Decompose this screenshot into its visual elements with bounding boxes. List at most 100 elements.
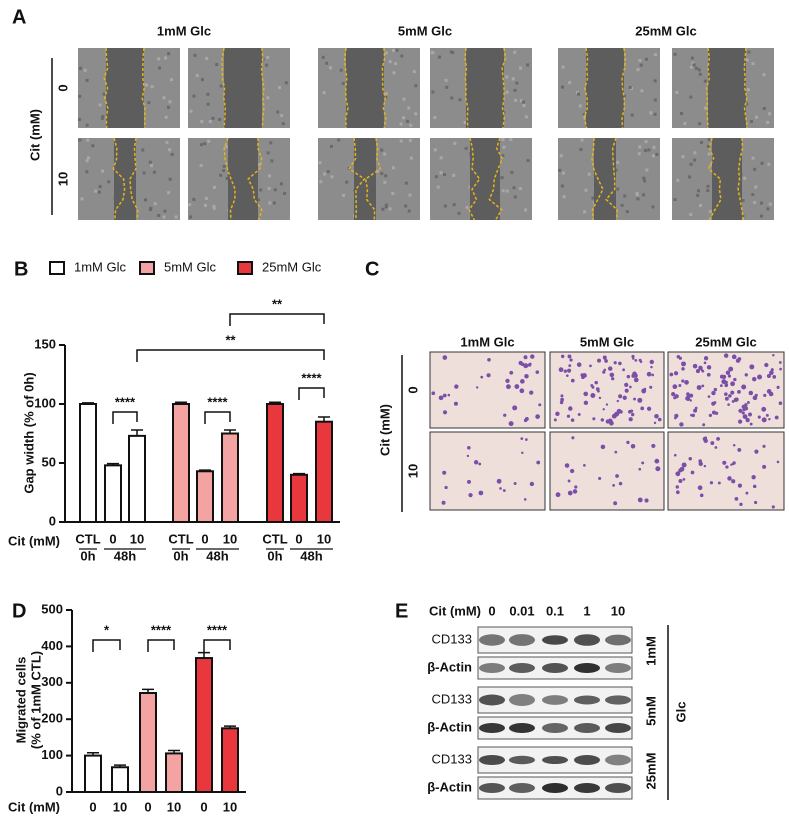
stained-cell xyxy=(480,375,484,379)
stained-cell xyxy=(576,362,582,367)
texture xyxy=(319,180,323,184)
stained-cell xyxy=(752,484,757,489)
stained-cell xyxy=(555,411,560,417)
band xyxy=(479,694,505,706)
x-tick-label: 0 xyxy=(89,799,96,814)
texture xyxy=(706,144,710,148)
texture xyxy=(164,115,168,119)
stained-cell xyxy=(592,417,596,421)
micrograph xyxy=(667,431,785,511)
texture xyxy=(326,170,330,174)
x-tick-label: 10 xyxy=(223,531,237,546)
stained-cell xyxy=(475,386,479,389)
texture xyxy=(384,174,388,178)
stained-cell xyxy=(690,470,695,475)
stained-cell xyxy=(602,408,605,411)
texture xyxy=(224,145,228,149)
stained-cell xyxy=(702,423,706,427)
stained-cell xyxy=(558,367,564,373)
stained-cell xyxy=(751,376,757,382)
texture xyxy=(200,78,204,82)
texture xyxy=(212,185,216,189)
stained-cell xyxy=(521,451,524,455)
stained-cell xyxy=(732,461,736,465)
stained-cell xyxy=(703,464,707,468)
stained-cell xyxy=(738,408,743,413)
stained-cell xyxy=(600,418,605,422)
stained-cell xyxy=(754,393,758,397)
texture xyxy=(580,138,584,142)
texture xyxy=(578,104,582,108)
texture xyxy=(384,51,388,55)
stained-cell xyxy=(574,485,578,489)
band xyxy=(542,755,568,765)
texture xyxy=(450,96,454,100)
stained-cell xyxy=(560,394,564,398)
stained-cell xyxy=(527,363,532,367)
texture xyxy=(638,58,642,62)
band xyxy=(509,783,535,793)
texture xyxy=(91,144,95,148)
wound-gap xyxy=(228,138,258,220)
texture xyxy=(464,146,468,150)
texture xyxy=(408,193,412,197)
texture xyxy=(162,215,166,219)
bar xyxy=(165,752,183,794)
stained-cell xyxy=(657,417,662,422)
stained-cell xyxy=(643,387,647,391)
stained-cell xyxy=(675,485,679,489)
texture xyxy=(501,138,505,142)
texture xyxy=(148,160,152,164)
texture xyxy=(414,84,418,88)
texture xyxy=(655,152,659,156)
texture xyxy=(404,181,408,185)
micrograph xyxy=(429,431,546,511)
stained-cell xyxy=(654,413,659,419)
stained-cell xyxy=(524,416,529,421)
texture xyxy=(526,63,530,67)
stained-cell xyxy=(607,366,613,371)
column-title: 25mM Glc xyxy=(695,334,756,349)
legend-swatch xyxy=(139,261,155,275)
texture xyxy=(284,81,288,85)
bar xyxy=(266,403,284,523)
stained-cell xyxy=(765,413,769,417)
band xyxy=(605,663,631,673)
stained-cell xyxy=(728,366,734,372)
texture xyxy=(762,73,766,77)
texture xyxy=(388,207,392,211)
stained-cell xyxy=(779,367,782,371)
texture xyxy=(401,116,405,120)
stained-cell xyxy=(764,362,769,368)
wound-edge xyxy=(221,47,226,129)
wound-gap xyxy=(106,48,144,128)
x-tick-label: 0 xyxy=(295,531,302,546)
texture xyxy=(676,178,680,182)
stained-cell xyxy=(649,385,653,389)
texture xyxy=(439,171,443,175)
x-tick-label: 10 xyxy=(167,799,181,814)
stained-cell xyxy=(478,462,482,466)
y-tick-label: 0 xyxy=(56,783,63,798)
texture xyxy=(162,96,166,100)
stained-cell xyxy=(650,365,653,369)
stained-cell xyxy=(697,485,703,491)
texture xyxy=(584,188,588,192)
stained-cell xyxy=(523,355,528,360)
stained-cell xyxy=(701,369,705,373)
stained-cell xyxy=(703,361,707,365)
texture xyxy=(204,196,208,200)
texture xyxy=(637,152,641,156)
stained-cell xyxy=(609,372,615,378)
texture xyxy=(283,191,287,195)
stained-cell xyxy=(723,353,729,358)
texture xyxy=(673,52,677,56)
x-tick-label: 10 xyxy=(223,799,237,814)
y-tick-label: 100 xyxy=(41,747,63,762)
stained-cell xyxy=(686,393,691,398)
stained-cell xyxy=(679,422,684,427)
texture xyxy=(86,156,90,160)
row-label: 10 xyxy=(55,172,70,186)
texture xyxy=(85,159,89,163)
texture xyxy=(278,86,282,90)
